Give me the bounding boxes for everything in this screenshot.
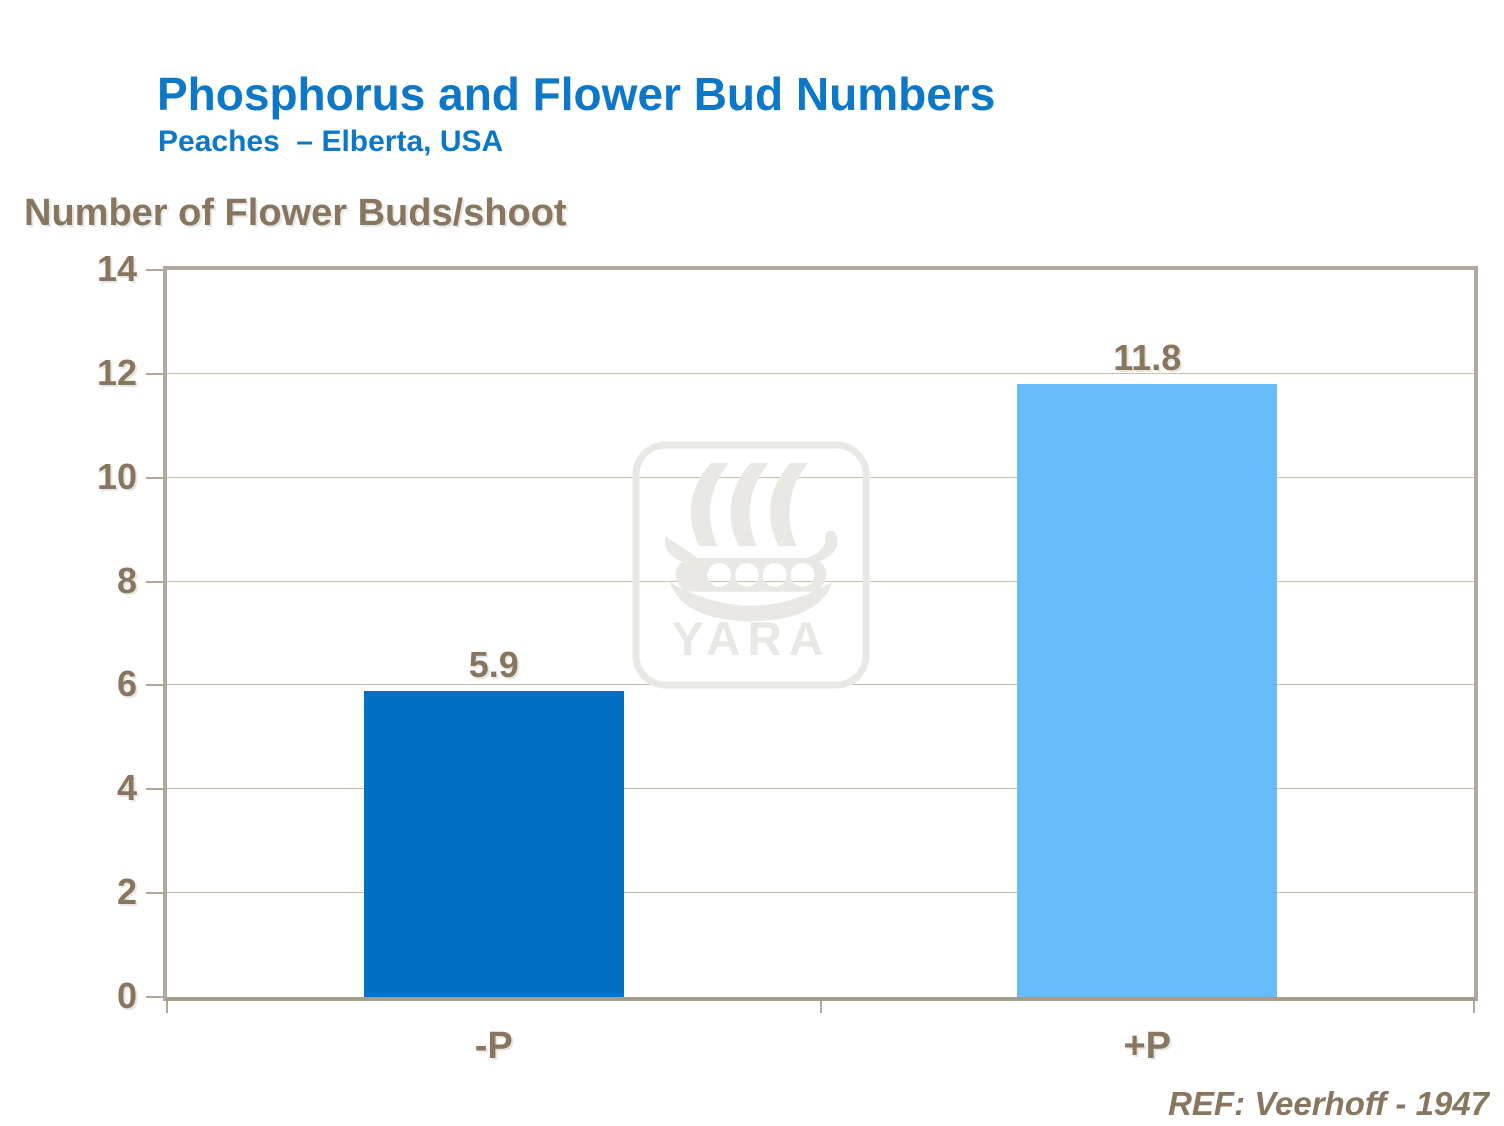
- y-tick-label: 4: [116, 767, 137, 809]
- y-tick-mark: [146, 996, 163, 998]
- data-label: 5.9: [468, 643, 519, 685]
- ship-prow-icon: [806, 530, 838, 565]
- chart-title: Phosphorus and Flower Bud Numbers: [157, 68, 996, 120]
- y-tick-label: 0: [116, 975, 137, 1016]
- x-category-label: +P: [1123, 1025, 1172, 1067]
- bar-P-plus: [1017, 384, 1278, 997]
- y-tick-mark: [146, 684, 163, 687]
- chart-subtitle: Peaches – Elberta, USA: [158, 125, 504, 158]
- y-tick-label: 6: [116, 663, 137, 705]
- data-label: 11.8: [1113, 337, 1182, 379]
- ship-hull-icon: [675, 558, 827, 592]
- y-tick-label: 8: [116, 559, 137, 601]
- y-tick-label: 10: [96, 455, 137, 497]
- gridline: [167, 476, 1474, 478]
- ship-stern-icon: [664, 536, 698, 565]
- ship-keel-icon: [669, 581, 833, 622]
- reference-text: REF: Veerhoff - 1947: [1168, 1085, 1489, 1122]
- sail-icon: [730, 462, 769, 547]
- watermark-frame: [632, 441, 870, 689]
- y-tick-label: 12: [96, 351, 137, 393]
- y-tick-mark: [146, 892, 163, 895]
- y-tick-mark: [146, 788, 163, 791]
- yara-logo-watermark: YARA: [632, 441, 870, 689]
- y-axis-title: Number of Flower Buds/shoot: [24, 192, 567, 234]
- bar-P-minus: [363, 690, 624, 997]
- y-tick-label: 14: [96, 248, 137, 289]
- x-tick-mark: [1473, 1001, 1475, 1013]
- x-tick-mark: [166, 1001, 168, 1013]
- gridline: [167, 892, 1474, 894]
- sail-icon: [770, 462, 809, 547]
- x-tick-mark: [819, 1001, 822, 1013]
- plot-area: [163, 266, 1478, 1001]
- gridline: [167, 372, 1474, 374]
- y-tick-mark: [146, 476, 163, 479]
- sail-icon: [690, 462, 730, 547]
- x-category-label: -P: [474, 1025, 513, 1067]
- y-tick-mark: [146, 269, 163, 271]
- y-tick-label: 2: [116, 871, 137, 913]
- gridline: [167, 788, 1474, 790]
- y-tick-mark: [146, 580, 163, 583]
- watermark-wordmark: YARA: [672, 613, 830, 666]
- y-tick-mark: [146, 372, 163, 375]
